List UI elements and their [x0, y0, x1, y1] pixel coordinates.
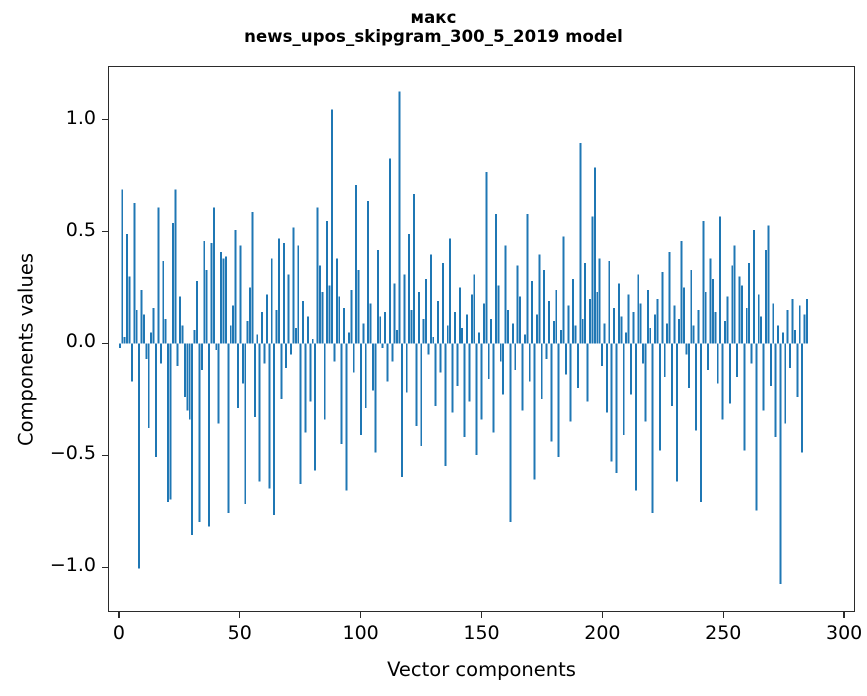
x-tick-label: 300 [825, 622, 863, 644]
chart-title-line-2: news_upos_skipgram_300_5_2019 model [244, 27, 623, 47]
x-tick-mark [722, 612, 724, 618]
y-tick-mark [102, 454, 108, 457]
x-tick-mark [118, 612, 120, 618]
plot-axes [108, 66, 855, 612]
y-tick-label: 0.5 [65, 218, 96, 241]
x-tick-label: 50 [227, 622, 252, 644]
x-tick-mark [239, 612, 241, 618]
x-tick-mark [480, 612, 483, 618]
y-tick-label: 1.0 [65, 106, 96, 129]
y-tick-label: −1.0 [49, 554, 96, 577]
x-tick-mark [843, 612, 845, 618]
x-tick-label: 0 [112, 622, 125, 644]
y-tick-mark [102, 566, 108, 568]
y-axis-label: Components values [14, 253, 38, 446]
y-tick-mark [102, 342, 108, 345]
x-tick-mark [601, 612, 604, 618]
y-tick-mark [102, 119, 108, 121]
y-tick-label: 0.0 [65, 330, 96, 353]
x-tick-label: 100 [342, 622, 379, 644]
chart-title: макс news_upos_skipgram_300_5_2019 model [0, 8, 867, 47]
bar-series-canvas [118, 91, 808, 585]
x-tick-label: 150 [463, 622, 500, 644]
x-axis-label: Vector components [387, 658, 576, 681]
x-tick-label: 250 [705, 622, 742, 644]
x-tick-mark [359, 612, 362, 618]
y-tick-mark [102, 230, 108, 233]
chart-title-line-1: макс [410, 8, 457, 27]
x-tick-label: 200 [584, 622, 621, 644]
y-tick-label: −0.5 [49, 442, 96, 465]
